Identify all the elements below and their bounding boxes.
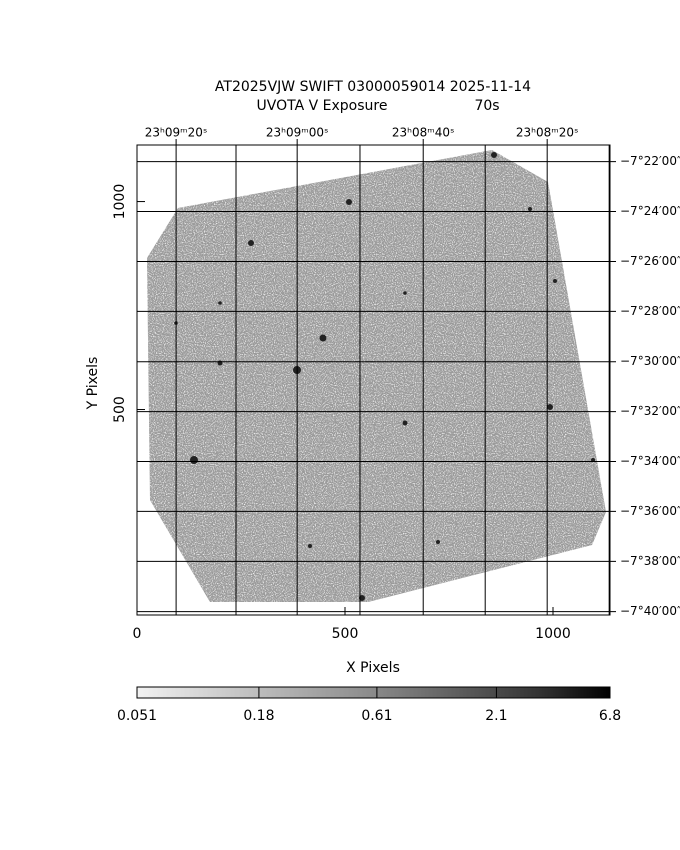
dec-tick-label: −7°22′00″ [620, 154, 680, 168]
noise [147, 150, 606, 602]
dec-tick-label: −7°24′00″ [620, 204, 680, 218]
ra-tick-label: 23ʰ08ᵐ40ˢ [392, 126, 455, 140]
y-tick-label: 1000 [112, 184, 128, 220]
ra-tick-label: 23ʰ08ᵐ20ˢ [516, 126, 579, 140]
dec-tick-label: −7°28′00″ [620, 304, 680, 318]
colorbar-tick-label: 2.1 [485, 708, 507, 724]
x-tick-label: 0 [133, 626, 142, 642]
chart-title: AT2025VJW SWIFT 03000059014 2025-11-14 [215, 79, 531, 95]
x-tick-label: 1000 [535, 626, 571, 642]
x-tick-label: 500 [332, 626, 359, 642]
sources [174, 152, 595, 601]
colorbar-tick-label: 0.18 [243, 708, 274, 724]
dec-tick-label: −7°30′00″ [620, 354, 680, 368]
ra-tick-label: 23ʰ09ᵐ00ˢ [266, 126, 329, 140]
plot-frame [136, 144, 611, 616]
dec-tick-label: −7°40′00″ [620, 604, 680, 618]
dec-tick-label: −7°36′00″ [620, 504, 680, 518]
dec-tick-label: −7°32′00″ [620, 404, 680, 418]
exposure: 70s [474, 98, 499, 114]
colorbar-tick-label: 0.61 [361, 708, 392, 724]
dec-tick-label: −7°26′00″ [620, 254, 680, 268]
colorbar-tick-label: 0.051 [117, 708, 157, 724]
x-axis-label: X Pixels [346, 660, 400, 676]
ra-tick-label: 23ʰ09ᵐ20ˢ [145, 126, 208, 140]
colorbar [136, 686, 611, 699]
dec-tick-label: −7°38′00″ [620, 554, 680, 568]
colorbar-tick-label: 6.8 [599, 708, 621, 724]
exposure-image [147, 150, 606, 602]
subtitle: UVOTA V Exposure [257, 98, 388, 114]
y-axis-label: Y Pixels [85, 357, 101, 411]
y-tick-label: 500 [112, 396, 128, 423]
dec-tick-label: −7°34′00″ [620, 454, 680, 468]
